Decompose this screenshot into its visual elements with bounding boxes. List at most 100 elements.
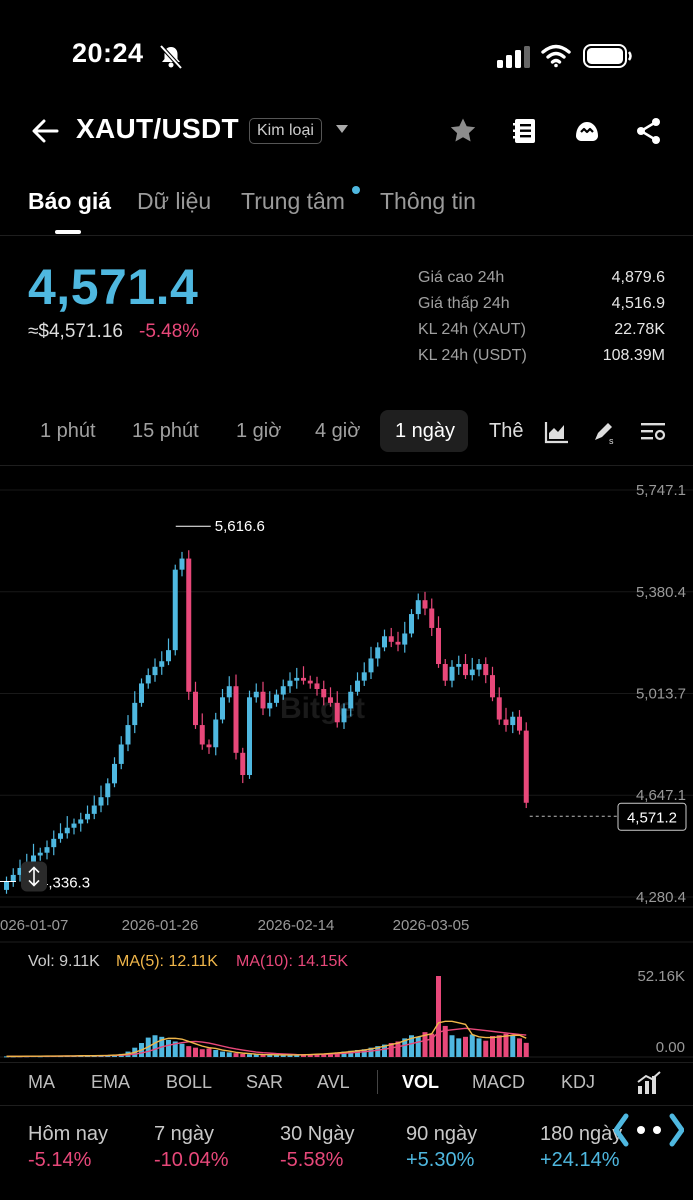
candle-body — [186, 558, 192, 692]
volume-bar — [328, 1053, 333, 1057]
interval-more[interactable]: Thê — [489, 420, 524, 442]
indicator-vol[interactable]: VOL — [402, 1072, 440, 1092]
volume-bar — [510, 1035, 516, 1057]
volume-bar — [429, 1033, 435, 1057]
last-price-box — [617, 802, 687, 831]
volume-bar — [517, 1038, 522, 1057]
tab-quote[interactable]: Báo giá — [28, 188, 112, 214]
tab-center[interactable]: Trung tâm — [241, 188, 345, 214]
battery-icon — [583, 44, 632, 68]
volume-bar — [469, 1034, 475, 1057]
tab-data[interactable]: Dữ liệu — [137, 188, 212, 214]
pair-dropdown-caret-icon[interactable] — [336, 125, 348, 133]
volume-bar — [179, 1043, 185, 1057]
candle-body — [145, 675, 151, 684]
volume-bar — [213, 1050, 219, 1057]
candle-body — [213, 719, 219, 748]
interval-4h[interactable]: 4 giờ — [315, 420, 361, 442]
trading-pair-title[interactable]: XAUT/USDT — [76, 113, 239, 144]
volume-bar — [490, 1036, 495, 1057]
candle-body — [503, 719, 509, 726]
interval-15m[interactable]: 15 phút — [132, 420, 199, 442]
draw-tool-icon[interactable]: s — [591, 418, 619, 446]
candle-body — [496, 697, 502, 720]
assistant-bubble-icon[interactable] — [614, 1112, 684, 1148]
candle-body — [449, 666, 455, 681]
candle-body — [112, 763, 117, 784]
divider — [0, 1062, 693, 1063]
interval-1d[interactable]: 1 ngày — [395, 420, 456, 442]
volume-bar — [314, 1053, 320, 1057]
candle-body — [58, 833, 63, 839]
indicator-ma[interactable]: MA — [28, 1072, 55, 1092]
volume-bar — [226, 1052, 232, 1057]
candle-body — [152, 666, 158, 676]
candle-body — [179, 558, 185, 570]
volume-bar — [307, 1054, 313, 1057]
bot-icon[interactable] — [572, 116, 602, 146]
indicator-kdj[interactable]: KDJ — [561, 1072, 596, 1092]
volume-bar — [267, 1054, 273, 1057]
x-tick-label: 2026-01-07 — [0, 917, 68, 934]
stat-label: Giá thấp 24h — [418, 295, 510, 312]
perf-label-30d: 30 Ngày — [280, 1123, 355, 1145]
candle-body — [105, 783, 111, 798]
volume-bar — [409, 1035, 414, 1057]
indicator-ema[interactable]: EMA — [91, 1072, 131, 1092]
candle-body — [240, 752, 246, 776]
candle-body — [17, 867, 23, 875]
price-change: -5.48% — [139, 321, 200, 342]
perf-value-7d: -10.04% — [154, 1149, 229, 1171]
candle-body — [294, 677, 300, 681]
interval-1h[interactable]: 1 giờ — [236, 420, 282, 442]
x-tick-label: 2026-03-05 — [393, 917, 470, 934]
perf-label-today: Hôm nay — [28, 1123, 109, 1145]
volume-axis-max: 52.16K — [637, 968, 685, 985]
candle-body — [118, 744, 124, 764]
candle-body — [31, 855, 36, 864]
volume-bar — [301, 1054, 306, 1057]
candle-body — [193, 691, 198, 726]
star-icon[interactable] — [448, 116, 478, 146]
interval-1m[interactable]: 1 phút — [40, 420, 96, 442]
candle-body — [132, 702, 138, 726]
stat-label: KL 24h (XAUT) — [418, 321, 526, 338]
volume-axis-min: 0.00 — [655, 1039, 685, 1056]
volume-bar — [382, 1044, 387, 1057]
indicator-sar[interactable]: SAR — [246, 1072, 284, 1092]
volume-bar — [186, 1046, 192, 1057]
tab-info[interactable]: Thông tin — [380, 188, 476, 214]
stat-value: 22.78K — [614, 321, 665, 338]
interval-active-bg — [380, 410, 468, 452]
perf-value-30d: -5.58% — [280, 1149, 344, 1171]
candle-body — [523, 730, 529, 803]
chart-settings-icon[interactable] — [639, 418, 667, 446]
candlestick-chart[interactable]: Bitget 5,747.15,380.45,013.74,647.14,280… — [0, 470, 693, 1062]
indicator-settings-icon[interactable] — [636, 1070, 662, 1096]
back-arrow-icon[interactable] — [30, 116, 60, 146]
candle-body — [334, 702, 340, 723]
volume-bar — [199, 1049, 205, 1057]
volume-bar — [220, 1051, 225, 1057]
candle-body — [442, 664, 448, 681]
volume-bar — [361, 1049, 367, 1057]
indicator-boll[interactable]: BOLL — [166, 1072, 213, 1092]
candle-body — [166, 650, 171, 662]
last-price: 4,571.4 — [28, 259, 199, 315]
volume-bar — [503, 1033, 509, 1057]
candle-body — [409, 614, 414, 634]
candle-body — [422, 600, 428, 609]
chart-type-icon[interactable] — [543, 418, 571, 446]
candle-body — [490, 675, 495, 698]
volume-bar — [375, 1046, 381, 1057]
candle-body — [469, 669, 475, 676]
notebook-icon[interactable] — [510, 116, 540, 146]
candle-body — [388, 636, 394, 642]
indicator-avl[interactable]: AVL — [317, 1072, 350, 1092]
indicator-macd[interactable]: MACD — [472, 1072, 525, 1092]
share-icon[interactable] — [634, 116, 664, 146]
candle-body — [253, 691, 259, 698]
candle-body — [98, 797, 104, 806]
volume-bar — [388, 1043, 394, 1057]
volume-bar — [449, 1035, 455, 1057]
